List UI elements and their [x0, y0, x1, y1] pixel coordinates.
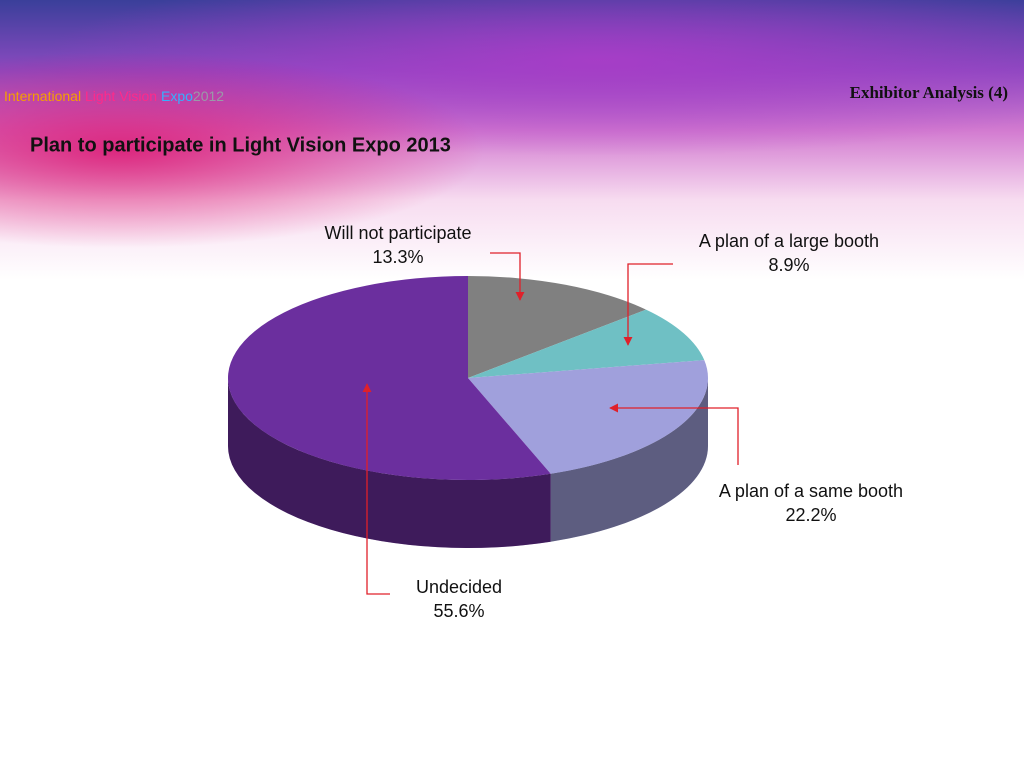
slice-shade	[228, 378, 551, 548]
leader-line	[623, 263, 673, 346]
leader-line	[490, 252, 525, 301]
slice-label: A plan of a same booth	[719, 481, 903, 501]
slice-shade	[550, 378, 708, 542]
slice-side	[550, 378, 708, 542]
leader-line	[362, 383, 390, 595]
slice-label: A plan of a large booth	[699, 231, 879, 251]
slice-value: 13.3%	[372, 247, 423, 267]
chart-title: Plan to participate in Light Vision Expo…	[30, 134, 451, 156]
slice-side	[228, 378, 551, 548]
leaders	[362, 252, 739, 595]
slice	[468, 276, 647, 378]
logo: International Light Vision Expo2012	[4, 88, 224, 104]
pie	[228, 276, 708, 548]
slice	[228, 276, 551, 481]
slice-value: 55.6%	[433, 601, 484, 621]
slice-label: Undecided	[416, 577, 502, 597]
slice-value: 8.9%	[768, 255, 809, 275]
slice-value: 22.2%	[785, 505, 836, 525]
leader-line	[609, 403, 739, 465]
slice	[468, 360, 708, 474]
slice-label: Will not participate	[324, 223, 471, 243]
slice	[468, 309, 705, 378]
heading: Exhibitor Analysis (4)	[850, 83, 1008, 102]
